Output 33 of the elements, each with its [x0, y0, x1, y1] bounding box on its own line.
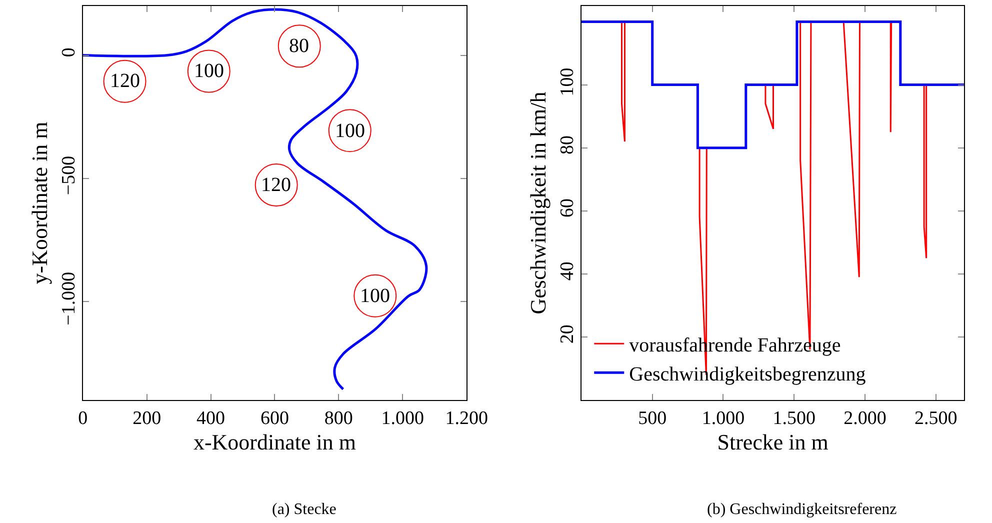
x-tick-label: 1.000	[381, 408, 424, 429]
x-tick-label: 600	[260, 408, 289, 429]
y-axis-title: y-Koordinate in m	[27, 122, 52, 284]
x-axis-title: Strecke in m	[717, 430, 828, 455]
x-tick-label: 2.500	[914, 408, 958, 429]
text: (a) Stecke	[272, 501, 336, 518]
line-series	[82, 8, 428, 390]
y-tick-label: −500	[58, 156, 80, 196]
x-tick-label: 2.000	[844, 408, 886, 429]
legend-label: Geschwindigkeitsbegrenzung	[629, 363, 866, 386]
text: (b) Geschwindigkeitsreferenz	[707, 501, 897, 518]
y-tick-label: 60	[556, 198, 578, 218]
x-tick-label: 1.000	[702, 408, 745, 429]
x-axis-title: x-Koordinate in m	[193, 430, 356, 455]
annotation: 100	[335, 120, 365, 142]
annotation: 100	[360, 285, 390, 307]
annotation: 120	[261, 174, 291, 196]
x-tick-label: 1.500	[772, 408, 816, 429]
x-tick-label: 800	[324, 408, 353, 429]
y-tick-label: 100	[556, 68, 578, 96]
x-tick-label: 500	[638, 408, 667, 429]
annotation: 120	[110, 70, 140, 92]
y-tick-label: 80	[556, 135, 578, 154]
x-tick-label: 400	[196, 408, 226, 429]
annotation: 80	[289, 35, 309, 57]
y-tick-label: 40	[556, 262, 578, 281]
x-tick-label: 1.200	[445, 408, 488, 429]
y-axis-title: Geschwindigkeit in km/h	[526, 92, 551, 314]
annotation: 100	[194, 60, 224, 82]
y-tick-label: −1.000	[58, 272, 80, 326]
y-tick-label: 0	[58, 48, 80, 58]
x-tick-label: 200	[132, 408, 162, 429]
y-tick-label: 20	[556, 324, 578, 344]
